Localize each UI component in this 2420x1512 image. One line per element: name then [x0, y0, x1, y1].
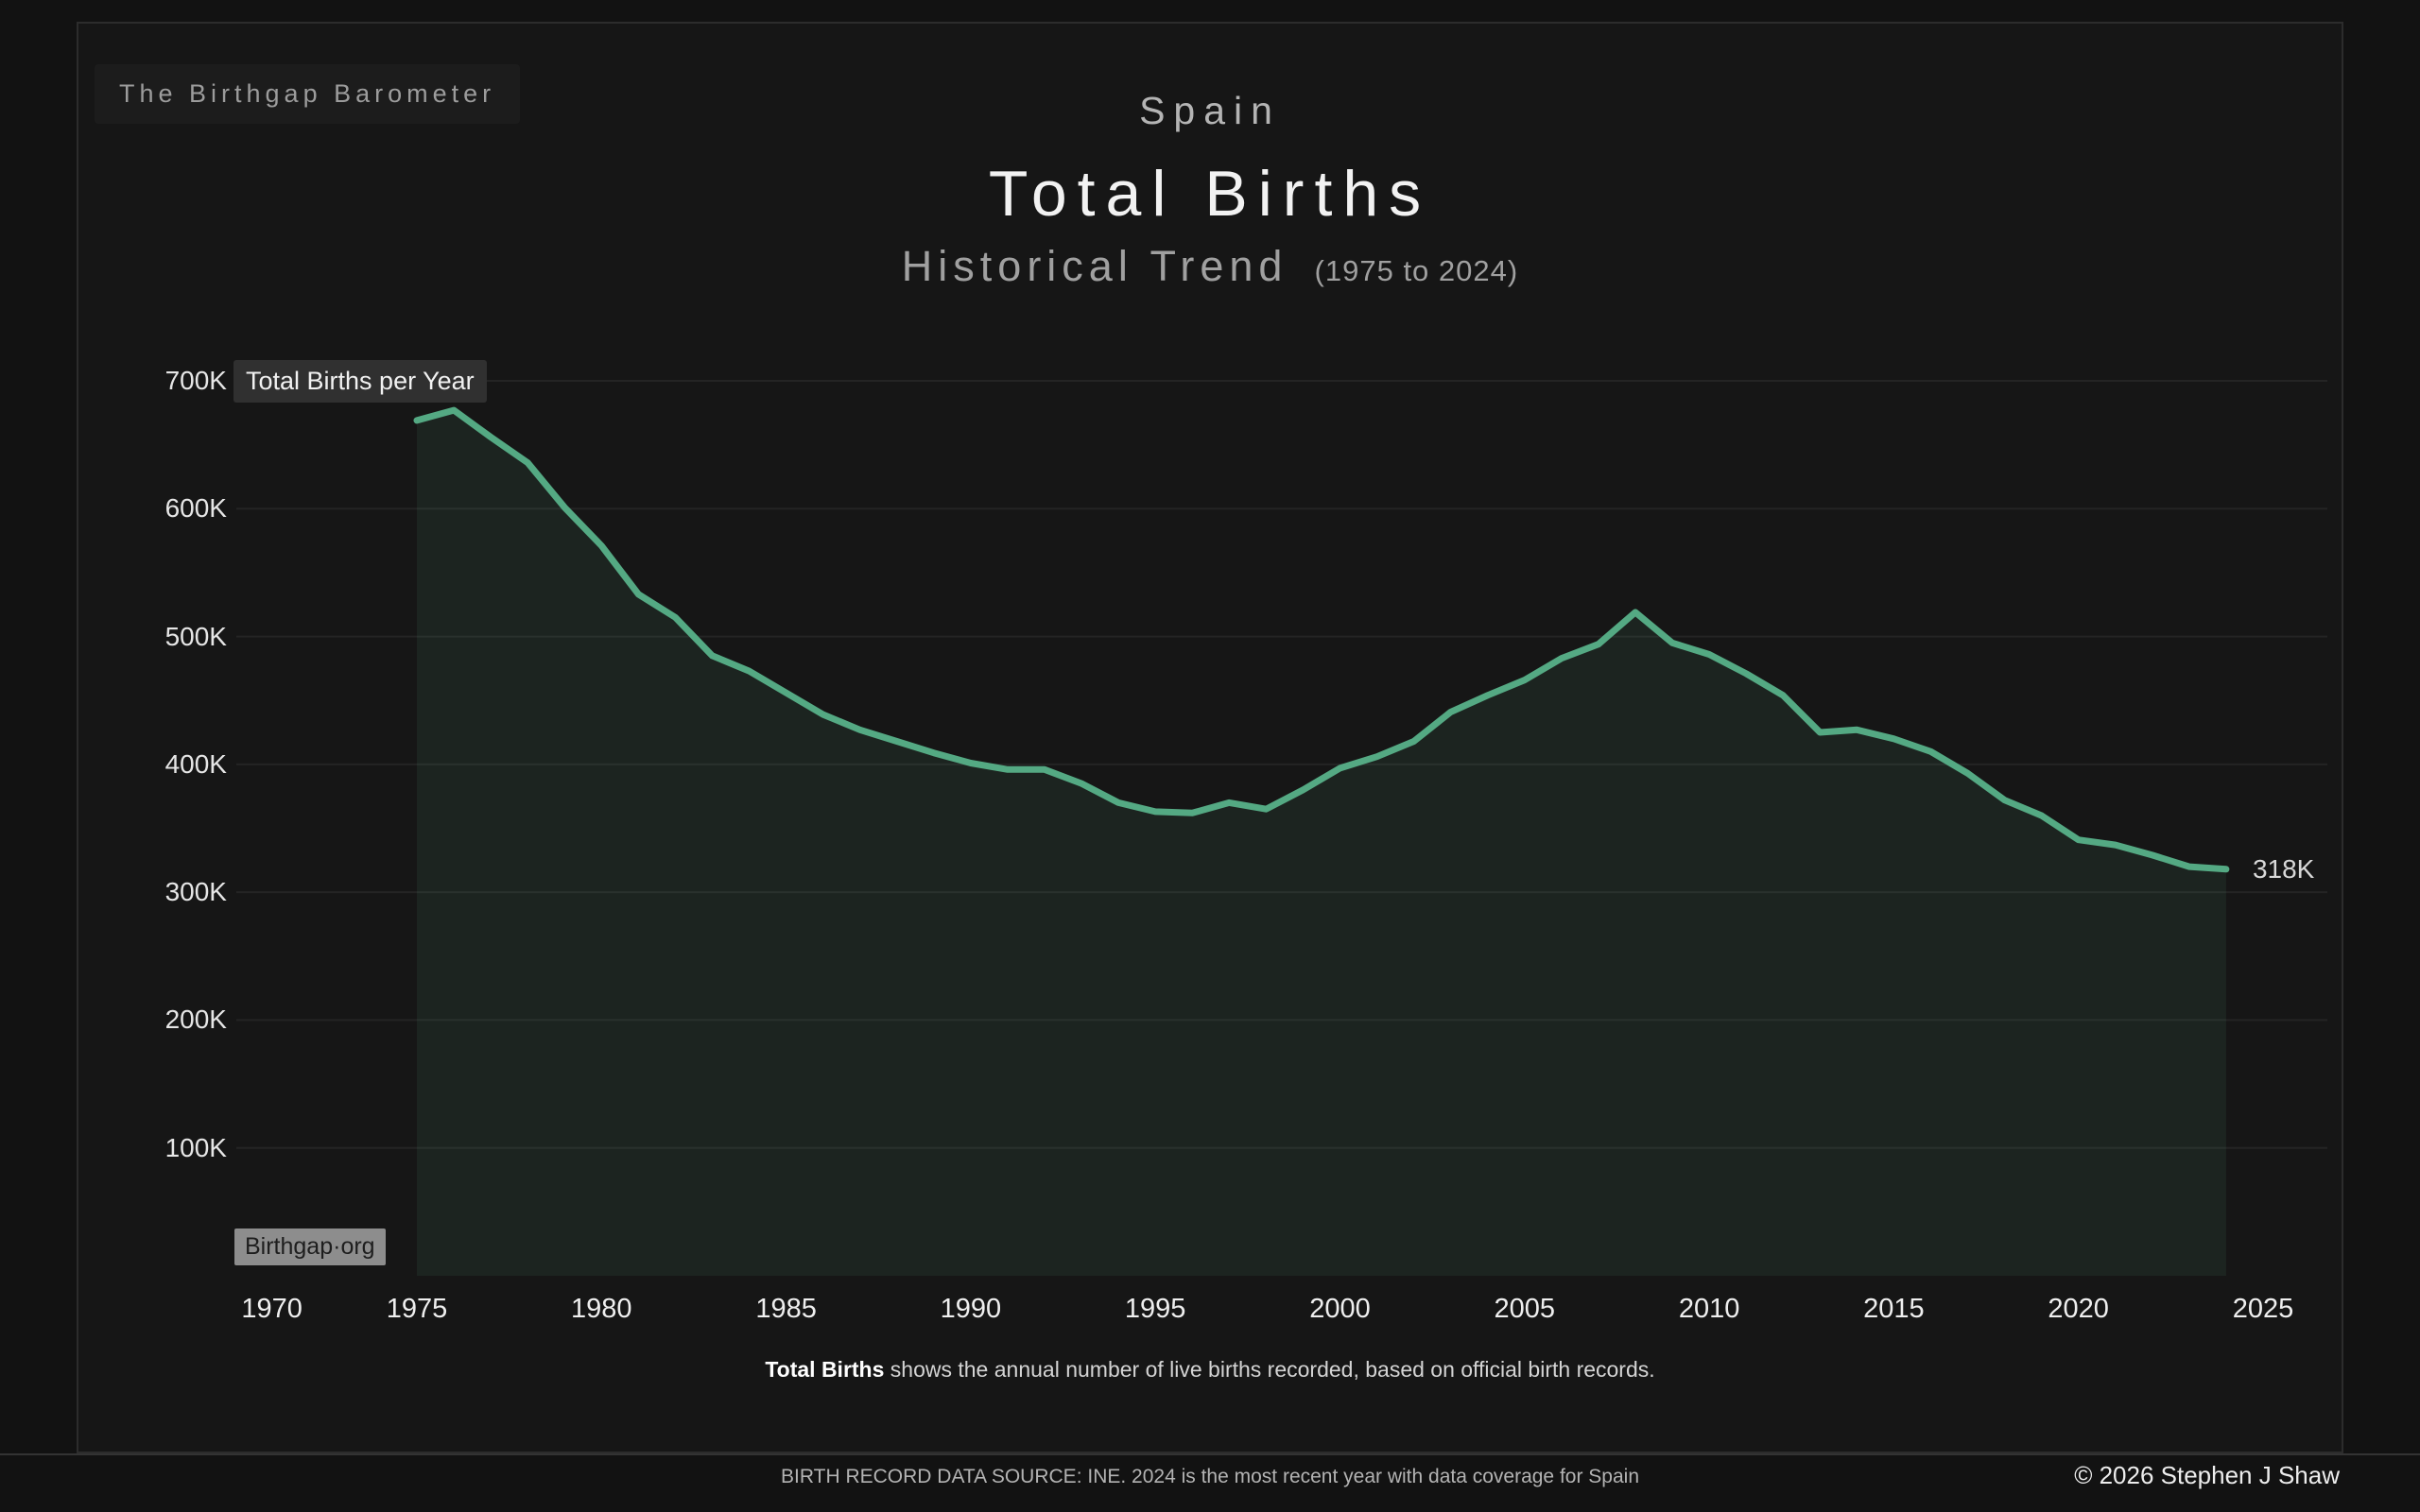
watermark-badge: Birthgap·org [234, 1228, 386, 1265]
x-tick-label: 2010 [1678, 1294, 1740, 1324]
footer-copyright: © 2026 Stephen J Shaw [2074, 1461, 2340, 1489]
y-tick-label: 700K [164, 365, 227, 395]
caption-text: shows the annual number of live births r… [884, 1357, 1655, 1382]
y-tick-label: 600K [164, 493, 227, 524]
x-tick-label: 1985 [755, 1294, 817, 1324]
x-tick-label: 1995 [1124, 1294, 1186, 1324]
brand-label: The Birthgap Barometer [95, 64, 521, 124]
trend-line [413, 406, 2230, 873]
x-tick-label: 2005 [1494, 1294, 1556, 1324]
page-title: Total Births [988, 158, 1432, 230]
y-tick-label: 200K [164, 1005, 227, 1035]
footer-divider [0, 1453, 2420, 1455]
chart-caption: Total Births shows the annual number of … [0, 1357, 2420, 1383]
x-tick-label: 1980 [571, 1294, 632, 1324]
area-fill [417, 410, 2226, 1277]
chart-card [77, 22, 2343, 1453]
country-label: Spain [1139, 89, 1281, 132]
subtitle-text: Historical Trend [901, 242, 1288, 290]
x-tick-label: 2020 [2048, 1294, 2109, 1324]
y-tick-label: 500K [164, 621, 227, 651]
chart-subtitle: Historical Trend (1975 to 2024) [0, 242, 2420, 291]
series-badge: Total Births per Year [233, 360, 487, 403]
footer-source: BIRTH RECORD DATA SOURCE: INE. 2024 is t… [780, 1466, 1639, 1487]
x-tick-label: 1990 [940, 1294, 1002, 1324]
x-tick-label: 1970 [241, 1294, 302, 1324]
last-value-label: 318K [2252, 853, 2315, 884]
x-tick-label: 1975 [386, 1294, 448, 1324]
caption-term: Total Births [765, 1357, 885, 1382]
x-tick-label: 2015 [1863, 1294, 1925, 1324]
subtitle-range: (1975 to 2024) [1314, 254, 1519, 287]
x-tick-label: 2025 [2232, 1294, 2294, 1324]
y-tick-label: 400K [164, 748, 227, 779]
y-tick-label: 100K [164, 1132, 227, 1162]
x-tick-label: 2000 [1309, 1294, 1371, 1324]
y-tick-label: 300K [164, 877, 227, 907]
